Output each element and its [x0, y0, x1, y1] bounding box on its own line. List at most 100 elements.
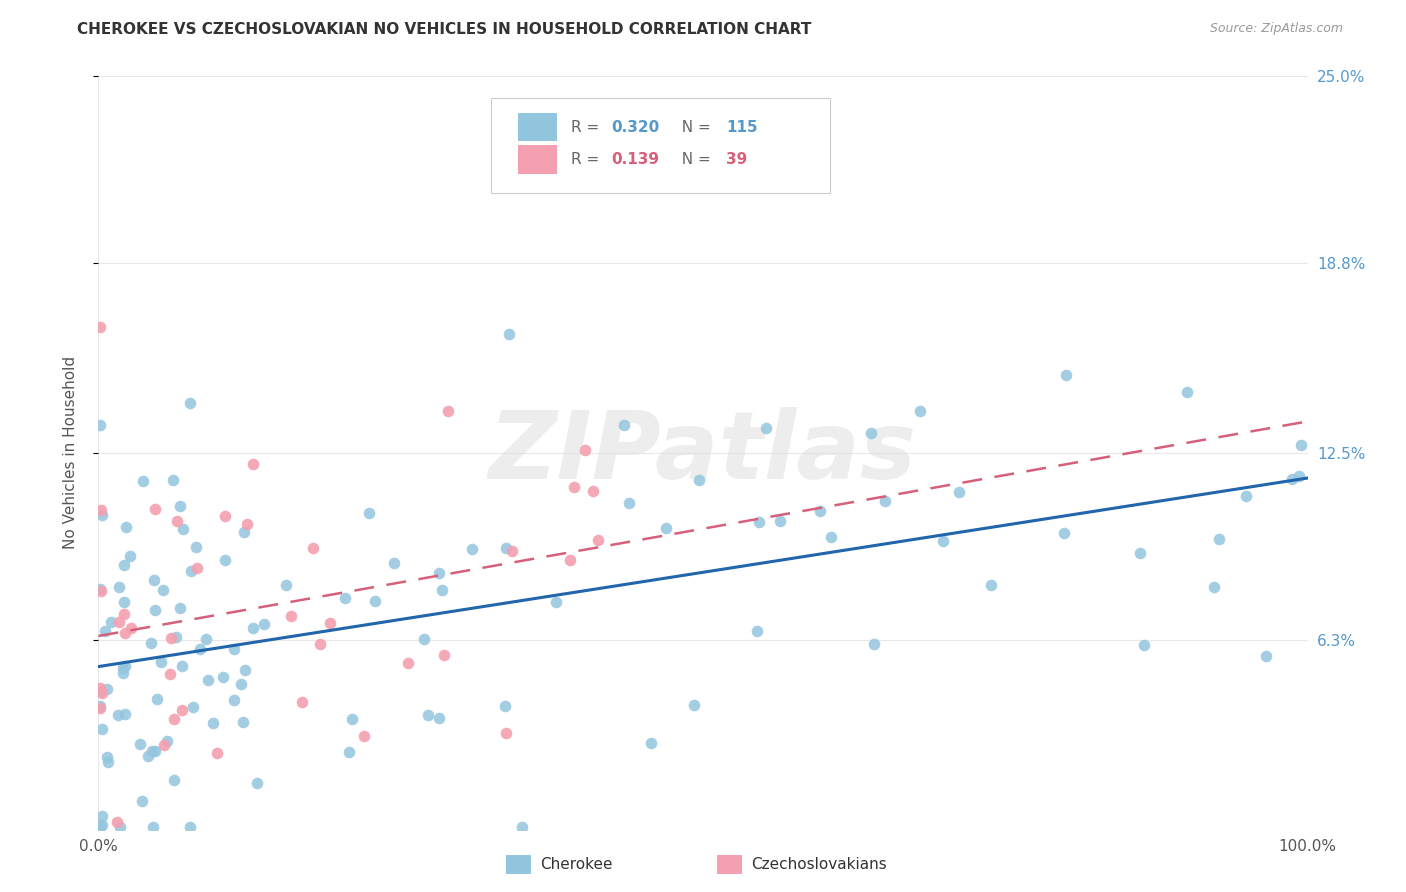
- Point: [1133, 639, 1156, 653]
- Point: [274, 578, 297, 592]
- Point: [141, 744, 163, 758]
- Text: 115: 115: [725, 120, 758, 135]
- Point: [613, 417, 636, 432]
- Point: [335, 591, 357, 605]
- Point: [112, 665, 135, 680]
- Point: [301, 541, 323, 555]
- Point: [932, 533, 955, 548]
- Point: [640, 736, 662, 750]
- Point: [166, 514, 188, 528]
- Point: [97, 756, 120, 770]
- Point: [112, 661, 135, 675]
- Point: [364, 594, 387, 608]
- Point: [89, 684, 111, 698]
- Y-axis label: No Vehicles in Household: No Vehicles in Household: [63, 356, 77, 549]
- FancyBboxPatch shape: [492, 98, 830, 193]
- Text: N =: N =: [672, 120, 716, 135]
- Point: [291, 695, 314, 709]
- Point: [179, 820, 201, 834]
- Point: [427, 711, 450, 725]
- Point: [184, 540, 207, 554]
- Point: [233, 525, 256, 540]
- Point: [748, 515, 770, 529]
- Point: [112, 595, 135, 609]
- Point: [165, 630, 187, 644]
- Point: [460, 541, 482, 556]
- Point: [246, 776, 269, 790]
- Text: CHEROKEE VS CZECHOSLOVAKIAN NO VEHICLES IN HOUSEHOLD CORRELATION CHART: CHEROKEE VS CZECHOSLOVAKIAN NO VEHICLES …: [77, 22, 811, 37]
- Point: [309, 637, 332, 651]
- Point: [114, 558, 136, 573]
- Point: [107, 708, 129, 723]
- Point: [132, 475, 155, 489]
- Point: [180, 564, 202, 578]
- Point: [141, 636, 163, 650]
- Point: [170, 703, 193, 717]
- Point: [110, 820, 132, 834]
- Point: [153, 738, 176, 752]
- Point: [233, 663, 256, 677]
- Point: [494, 699, 516, 714]
- Point: [201, 715, 224, 730]
- Point: [340, 712, 363, 726]
- Point: [142, 820, 165, 834]
- Point: [1175, 385, 1198, 400]
- Point: [96, 750, 118, 764]
- Bar: [517, 145, 557, 174]
- Point: [253, 617, 276, 632]
- Point: [108, 615, 131, 629]
- Point: [100, 615, 122, 630]
- Point: [212, 670, 235, 684]
- Point: [588, 533, 610, 547]
- Point: [162, 473, 184, 487]
- Point: [146, 692, 169, 706]
- Point: [188, 642, 211, 657]
- Point: [863, 637, 886, 651]
- Point: [89, 700, 111, 714]
- Text: R =: R =: [571, 120, 605, 135]
- Point: [820, 530, 842, 544]
- Point: [94, 624, 117, 638]
- Point: [1208, 532, 1230, 546]
- Point: [143, 573, 166, 587]
- Point: [860, 425, 883, 440]
- Point: [980, 578, 1002, 592]
- Point: [617, 496, 640, 510]
- Point: [114, 626, 136, 640]
- Text: 0.139: 0.139: [612, 152, 659, 167]
- Point: [359, 506, 381, 520]
- Point: [160, 631, 183, 645]
- Point: [108, 580, 131, 594]
- Point: [118, 549, 141, 563]
- Point: [353, 729, 375, 743]
- Point: [1054, 368, 1077, 382]
- Point: [574, 443, 596, 458]
- Point: [143, 603, 166, 617]
- Point: [114, 658, 136, 673]
- Point: [755, 421, 778, 435]
- Point: [183, 699, 205, 714]
- Point: [91, 686, 114, 700]
- Point: [89, 820, 111, 834]
- Point: [131, 794, 153, 808]
- Text: 0.320: 0.320: [612, 120, 659, 135]
- Point: [169, 601, 191, 615]
- Point: [1129, 546, 1152, 560]
- Point: [172, 659, 194, 673]
- Point: [89, 319, 111, 334]
- Point: [90, 818, 112, 832]
- Point: [89, 582, 111, 596]
- Point: [396, 656, 419, 670]
- Point: [114, 706, 136, 721]
- Point: [498, 326, 520, 341]
- Point: [242, 457, 264, 471]
- Point: [433, 648, 456, 663]
- Text: N =: N =: [672, 152, 716, 167]
- Point: [156, 733, 179, 747]
- Point: [318, 616, 340, 631]
- Point: [1289, 438, 1312, 452]
- Point: [1234, 489, 1257, 503]
- Point: [280, 609, 302, 624]
- Point: [546, 595, 568, 609]
- Bar: [517, 112, 557, 142]
